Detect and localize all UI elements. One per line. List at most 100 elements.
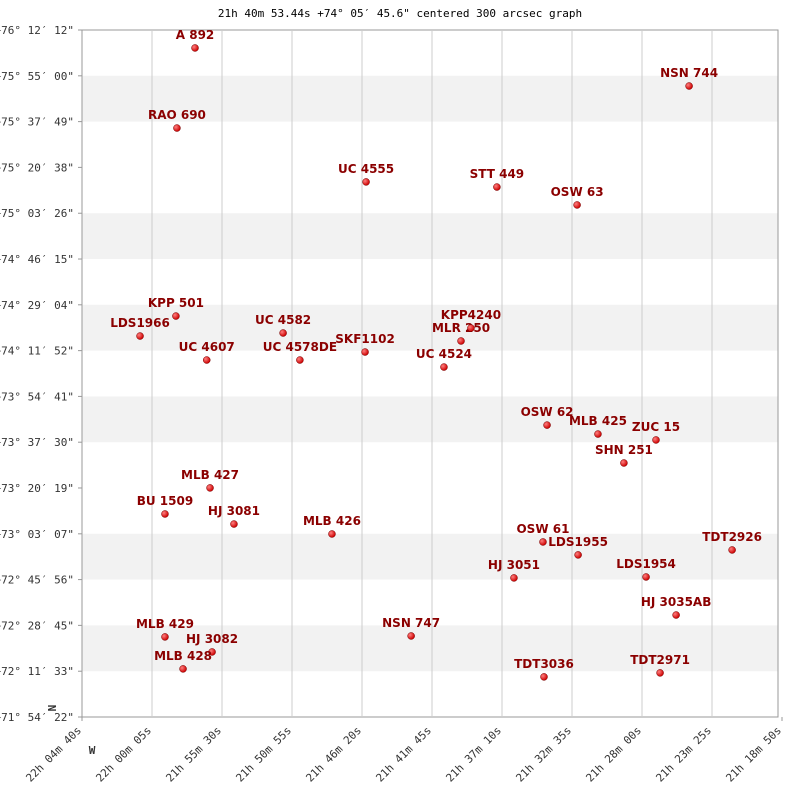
star [652,436,660,444]
star-label: OSW 61 [516,522,569,536]
star [594,430,602,438]
star-label: MLB 429 [136,617,194,631]
star-label: MLR 250 [432,321,490,335]
star [191,44,199,52]
star-label: BU 1509 [137,494,193,508]
star [206,484,214,492]
star [407,632,415,640]
x-tick-label: 22h 04m 40s [23,724,84,785]
star [361,348,369,356]
x-tick-label: 21h 50m 55s [233,724,294,785]
star [202,356,211,364]
star-label: LDS1954 [616,557,676,571]
y-tick-label: +73° 54′ 41" [0,390,74,403]
star-label: UC 4582 [255,313,311,327]
x-tick-label: 21h 32m 35s [513,724,574,785]
star-label: SHN 251 [595,443,653,457]
star [172,312,180,320]
star [173,124,181,132]
star [543,421,551,429]
y-tick-label: +75° 03′ 26" [0,207,74,220]
x-tick-label: 21h 46m 20s [303,724,364,785]
y-tick-label: +75° 55′ 00" [0,70,74,83]
star [230,520,238,528]
star-label: RAO 690 [148,108,206,122]
star [539,538,547,546]
star-label: HJ 3051 [488,558,540,572]
band [82,75,778,122]
star-label: UC 4555 [338,162,394,176]
north-label: N [46,705,59,712]
star [136,332,144,340]
x-tick-label: 21h 55m 30s [163,724,224,785]
star-label: SKF1102 [335,332,395,346]
band [82,396,778,443]
band [82,533,778,580]
star [161,633,169,641]
star-label: NSN 744 [660,66,718,80]
star [685,82,693,90]
star-label: OSW 62 [521,405,574,419]
y-tick-label: +74° 46′ 15" [0,253,74,266]
band [82,213,778,260]
star [672,611,680,619]
star-label: HJ 3081 [208,504,260,518]
star-label: KPP 501 [148,296,204,310]
y-tick-label: +76° 12′ 12" [0,24,74,37]
x-tick-label: 22h 00m 05s [93,724,154,785]
star-label: OSW 63 [551,185,604,199]
star [208,648,216,656]
star-label: UC 4607 [179,340,235,354]
y-tick-label: +72° 28′ 45" [0,619,74,632]
x-tick-label: 21h 41m 45s [373,724,434,785]
star [642,573,650,581]
star-label: MLB 427 [181,468,239,482]
star [510,574,518,582]
y-tick-label: +74° 29′ 04" [0,299,74,312]
star-label: UC 4578DE [263,340,337,354]
star [467,324,475,332]
star-label: MLB 428 [154,649,212,663]
star-label: LDS1966 [110,316,170,330]
star [573,201,581,209]
star-label: TDT3036 [514,657,574,671]
y-tick-label: +75° 37′ 49" [0,116,74,129]
x-tick-label: 21h 28m 00s [583,724,644,785]
star-label: A 892 [176,28,215,42]
star [179,665,187,673]
star [457,337,465,345]
x-tick-label: 21h 23m 25s [653,724,714,785]
star [296,356,304,364]
star-label: TDT2926 [702,530,762,544]
chart-title: 21h 40m 53.44s +74° 05′ 45.6" centered 3… [218,7,582,20]
star-label: HJ 3082 [186,632,238,646]
star [728,546,736,554]
star [620,459,628,467]
x-tick-label: 21h 37m 10s [443,724,504,785]
star-label: TDT2971 [630,653,690,667]
y-tick-label: +72° 45′ 56" [0,574,74,587]
plot-frame [81,29,779,718]
band [82,625,778,672]
star-label: UC 4524 [416,347,472,361]
star-label: HJ 3035AB [641,595,712,609]
y-tick-label: +72° 11′ 33" [0,665,74,678]
star [540,673,548,681]
y-tick-label: +75° 20′ 38" [0,161,74,174]
star [656,669,664,677]
y-tick-label: +73° 20′ 19" [0,482,74,495]
star-label: MLB 425 [569,414,627,428]
star [279,329,287,337]
y-tick-label: +73° 37′ 30" [0,436,74,449]
star [493,183,501,191]
star [161,510,169,518]
star-label: ZUC 15 [632,420,680,434]
star [362,178,370,186]
y-tick-label: +73° 03′ 07" [0,528,74,541]
star [440,363,448,371]
star-label: LDS1955 [548,535,608,549]
band [82,304,778,351]
star-label: NSN 747 [382,616,440,630]
star-label: KPP4240 [441,308,501,322]
